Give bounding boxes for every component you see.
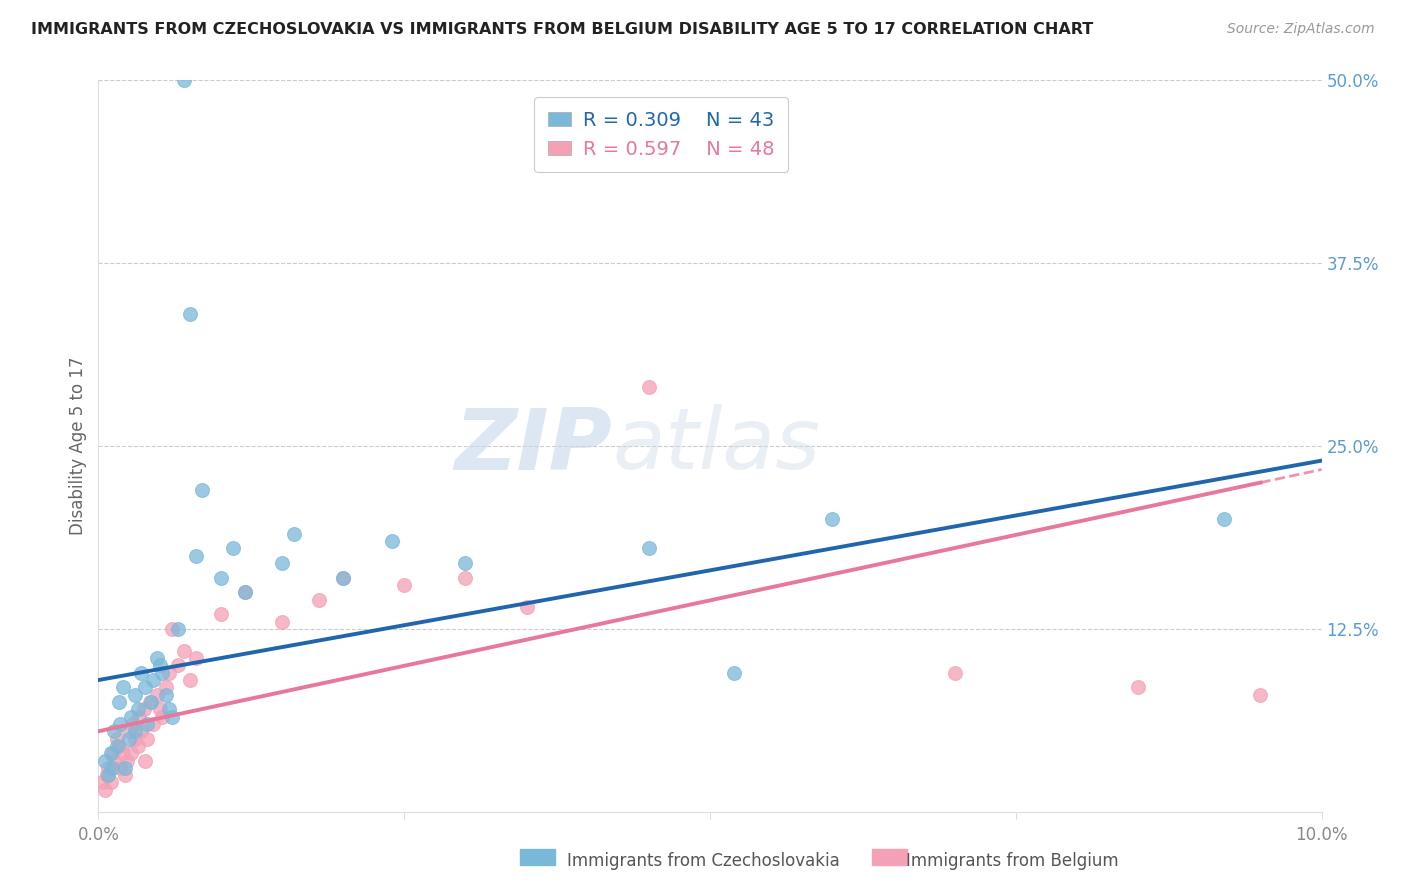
Point [637,380,661,394]
Point [120,709,142,723]
Text: Immigrants from Czechoslovakia: Immigrants from Czechoslovakia [567,852,839,870]
Point [93,782,115,797]
Point [167,658,190,673]
Point [136,717,159,731]
Point [96,768,118,782]
Point [93,754,115,768]
Point [233,585,256,599]
Text: Immigrants from Belgium: Immigrants from Belgium [905,852,1119,870]
Point [129,665,152,680]
Legend: R = 0.309    N = 43, R = 0.597    N = 48: R = 0.309 N = 43, R = 0.597 N = 48 [534,97,787,172]
Point [516,599,538,614]
Point [139,695,162,709]
Point [1250,688,1272,702]
Point [101,746,124,760]
Point [124,688,146,702]
Point [454,571,477,585]
Point [454,556,477,570]
Point [160,622,183,636]
Point [103,724,125,739]
Point [186,549,208,563]
Point [91,775,114,789]
Point [392,578,416,592]
Point [100,775,122,789]
Point [150,709,173,723]
Point [191,483,214,497]
Point [222,541,245,556]
Point [134,681,156,695]
Point [114,768,136,782]
Point [110,761,132,775]
Text: atlas: atlas [612,404,820,488]
Point [381,534,404,549]
Point [637,541,661,556]
Point [943,665,966,680]
Point [167,622,190,636]
Point [132,702,155,716]
Point [127,739,149,753]
Point [209,571,232,585]
Point [108,695,131,709]
Point [97,768,120,782]
Point [270,615,294,629]
Text: ZIP: ZIP [454,404,612,488]
Point [149,658,172,673]
Point [105,739,128,753]
Point [209,607,232,622]
Point [308,592,330,607]
Point [110,717,132,731]
Point [118,724,141,739]
Point [332,571,354,585]
Point [1128,681,1150,695]
Point [157,665,180,680]
Point [1212,512,1234,526]
Point [139,695,162,709]
Point [111,681,134,695]
Point [105,731,128,746]
Y-axis label: Disability Age 5 to 17: Disability Age 5 to 17 [69,357,87,535]
Point [120,746,142,760]
Point [146,651,169,665]
Point [97,761,120,775]
Point [142,673,165,687]
Point [179,307,201,321]
Point [118,731,141,746]
Point [179,673,201,687]
Point [150,665,173,680]
Text: Source: ZipAtlas.com: Source: ZipAtlas.com [1227,22,1375,37]
Point [108,739,131,753]
Point [134,754,156,768]
Point [121,717,143,731]
Point [124,724,146,739]
Point [127,702,149,716]
Point [283,526,305,541]
Point [146,688,169,702]
Point [129,724,152,739]
Point [128,709,150,723]
Point [723,665,745,680]
Point [173,644,195,658]
Point [103,754,125,768]
Point [233,585,256,599]
Point [115,754,138,768]
Point [270,556,294,570]
Point [114,761,136,775]
Point [124,731,146,746]
Point [821,512,844,526]
Point [142,717,165,731]
Point [173,73,195,87]
Point [155,681,177,695]
Point [155,688,177,702]
Text: IMMIGRANTS FROM CZECHOSLOVAKIA VS IMMIGRANTS FROM BELGIUM DISABILITY AGE 5 TO 17: IMMIGRANTS FROM CZECHOSLOVAKIA VS IMMIGR… [31,22,1094,37]
Point [149,702,172,716]
Point [136,731,159,746]
Point [111,746,134,760]
Point [186,651,208,665]
Point [101,761,124,775]
Point [332,571,354,585]
Point [160,709,183,723]
Point [100,746,122,760]
Point [157,702,180,716]
